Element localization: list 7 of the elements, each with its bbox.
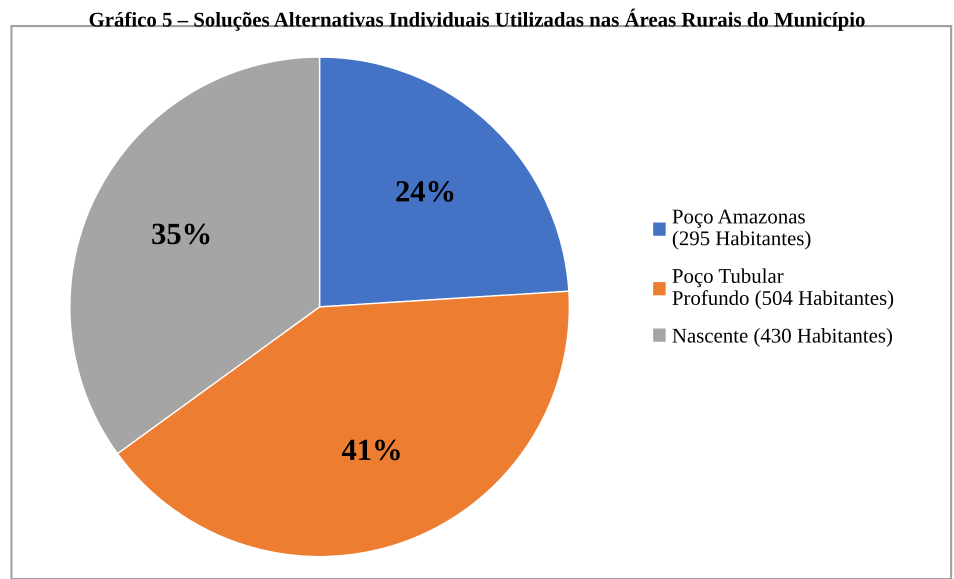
legend-label: Nascente (430 Habitantes): [672, 328, 892, 347]
chart-title: Gráfico 5 – Soluções Alternativas Individuais Utilizadas nas Áreas Rurais do Município: [90, 8, 865, 31]
legend-label: Poço Amazonas (295 Habitantes): [672, 210, 810, 250]
data-label: 24%: [396, 181, 454, 202]
legend-label: Poço Tubular Profundo (504 Habitantes): [672, 268, 894, 310]
data-label: 41%: [342, 440, 400, 460]
data-label: 35%: [152, 224, 210, 244]
